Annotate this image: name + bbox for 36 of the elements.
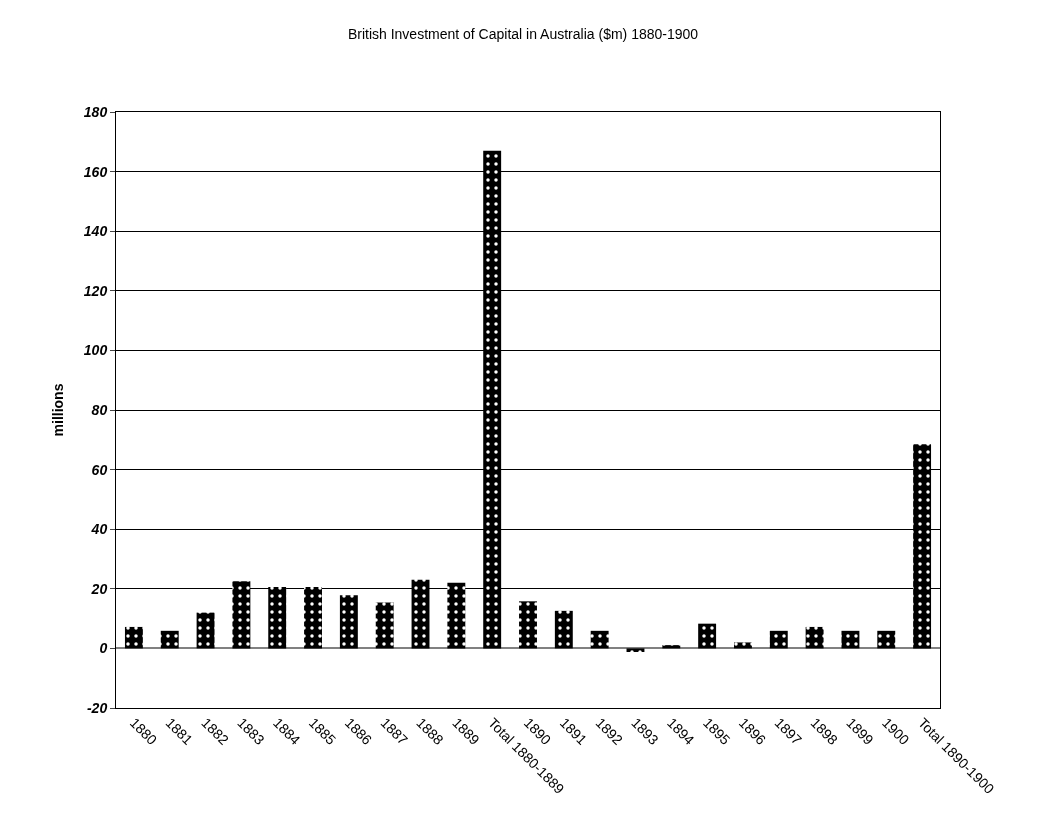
bar <box>268 587 287 649</box>
y-tick-label: 120 <box>83 282 108 299</box>
y-tick-label: 140 <box>83 223 108 240</box>
bar <box>411 579 430 649</box>
bar <box>769 630 788 649</box>
bar <box>734 642 752 649</box>
y-tick-label: 0 <box>99 640 108 657</box>
bar <box>232 581 251 649</box>
y-tick-label: -20 <box>86 699 108 716</box>
bar <box>590 630 609 649</box>
bar <box>124 626 143 649</box>
bar <box>662 645 681 649</box>
y-axis-title: millions <box>50 383 67 437</box>
bar <box>841 630 860 649</box>
bar <box>805 626 824 649</box>
bar <box>483 150 502 649</box>
y-tick-label: 80 <box>91 401 108 418</box>
bar <box>160 630 179 649</box>
bar <box>519 601 537 649</box>
bar <box>913 444 932 649</box>
chart-title: British Investment of Capital in Australia ($m) 1880-1900 <box>347 26 699 43</box>
y-tick-label: 180 <box>83 103 108 120</box>
y-tick-label: 60 <box>91 461 108 478</box>
bar <box>877 630 896 649</box>
bar <box>375 602 394 649</box>
bar <box>626 648 645 652</box>
bar <box>304 587 322 649</box>
y-tick-label: 20 <box>90 580 108 597</box>
y-tick-label: 100 <box>83 342 108 359</box>
bar <box>698 623 717 649</box>
y-tick-label: 40 <box>90 521 108 538</box>
y-tick-label: 160 <box>83 163 108 180</box>
bar <box>339 595 358 649</box>
bar <box>554 610 573 649</box>
bar <box>447 582 466 649</box>
bar <box>196 612 215 649</box>
